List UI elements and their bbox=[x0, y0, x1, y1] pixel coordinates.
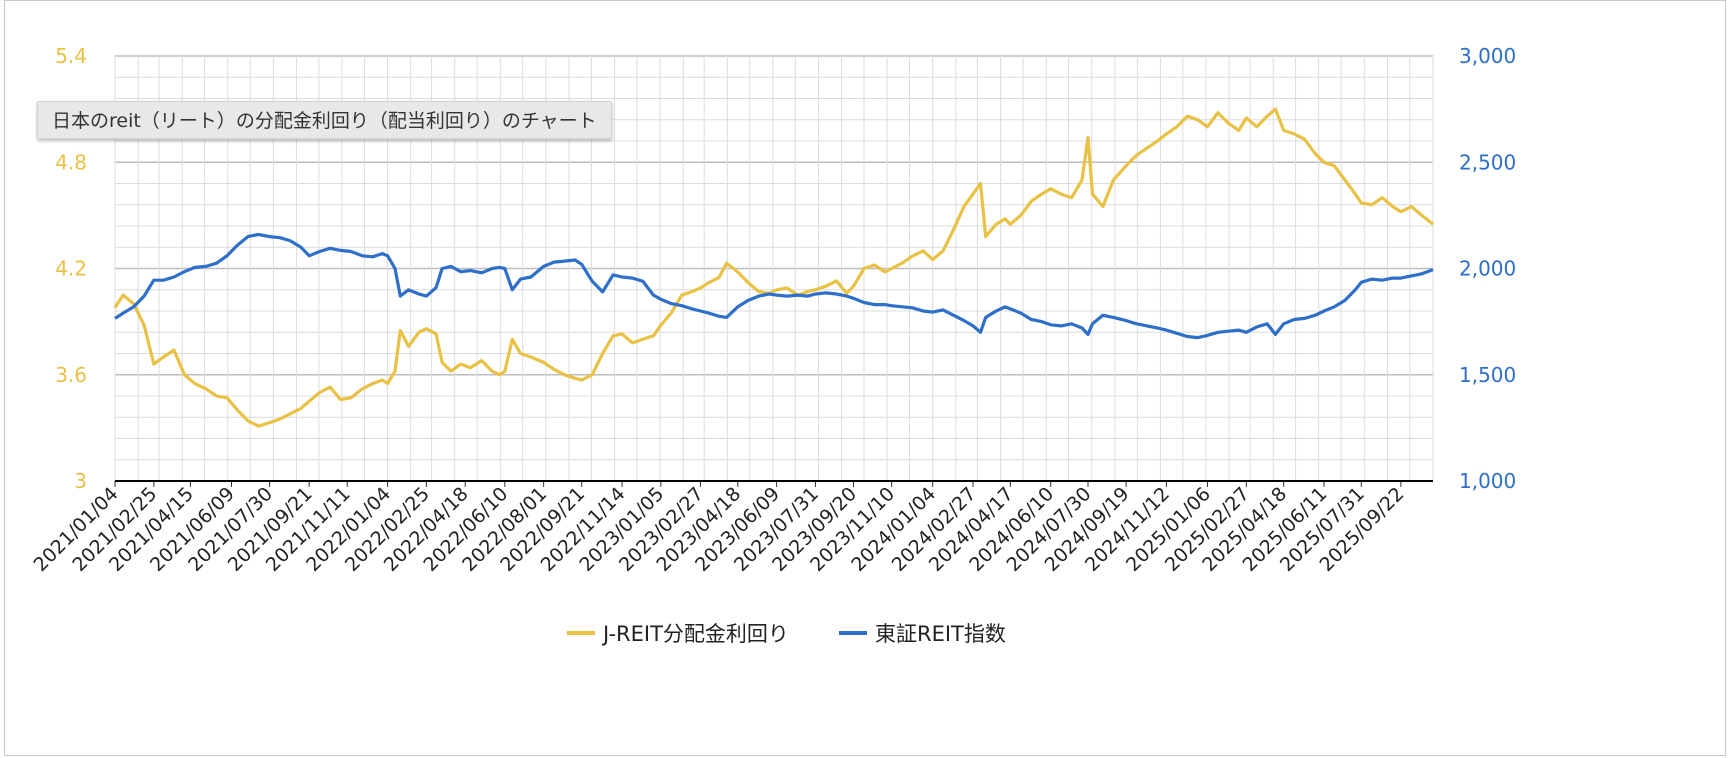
legend: J-REIT分配金利回り 東証REIT指数 bbox=[567, 622, 1006, 646]
reit-chart: 5.44.84.23.63 3,0002,5002,0001,5001,000 … bbox=[30, 44, 1517, 646]
series-line-index bbox=[114, 232, 1434, 340]
legend-label-index: 東証REIT指数 bbox=[875, 622, 1006, 646]
x-axis-ticks: 2021/01/042021/02/252021/04/152021/06/09… bbox=[30, 481, 1408, 576]
right-axis-tick-label: 3,000 bbox=[1459, 44, 1516, 68]
chart-tooltip: 日本のreit（リート）の分配金利回り（配当利回り）のチャート bbox=[37, 101, 612, 139]
right-axis-ticks: 3,000 2,500 2,000 1,500 1,000 bbox=[1459, 44, 1516, 493]
right-axis-tick-label: 2,000 bbox=[1459, 257, 1516, 281]
legend-label-yield: J-REIT分配金利回り bbox=[601, 622, 789, 646]
left-axis-tick-label: 4.2 bbox=[55, 257, 87, 281]
right-axis-tick-label: 2,500 bbox=[1459, 150, 1516, 174]
right-axis-tick-label: 1,000 bbox=[1459, 469, 1516, 493]
left-axis-tick-label: 3.6 bbox=[55, 363, 87, 387]
chart-container: 5.4 4.8 4.2 3.6 3 3,000 2,500 2,000 1,500 1,000 … bbox=[4, 0, 1726, 756]
left-axis-tick-label: 3 bbox=[74, 469, 87, 493]
left-axis-tick-label: 4.8 bbox=[55, 150, 87, 174]
series-line-yield bbox=[113, 107, 1434, 428]
series-lines bbox=[113, 107, 1434, 428]
left-axis-ticks: 5.4 4.8 4.2 3.6 3 bbox=[55, 44, 87, 493]
left-axis-tick-label: 5.4 bbox=[55, 44, 87, 68]
right-axis-tick-label: 1,500 bbox=[1459, 363, 1516, 387]
